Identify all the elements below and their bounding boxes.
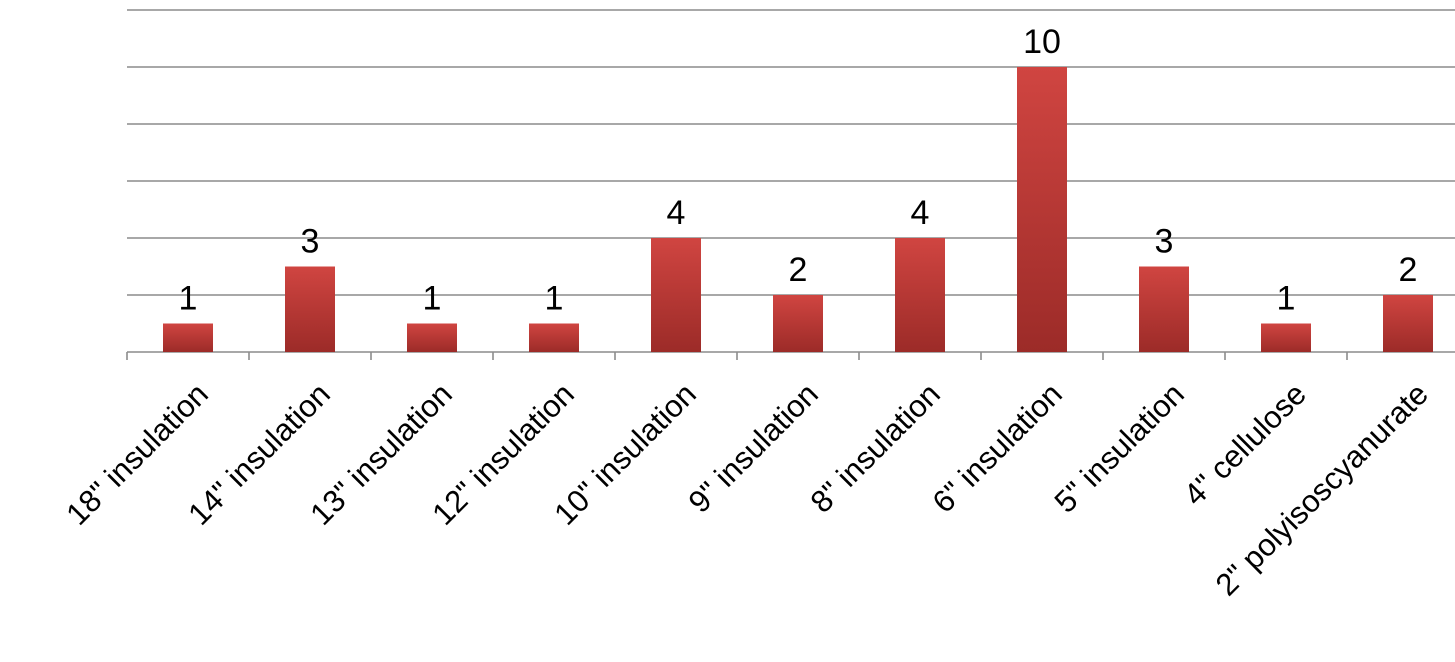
bar-value-label: 10 bbox=[1023, 23, 1061, 61]
x-axis-category-label: 6" insulation bbox=[926, 376, 1069, 519]
bar-value-label: 1 bbox=[423, 280, 442, 318]
gridlines bbox=[127, 9, 1455, 296]
bar-value-label: 1 bbox=[179, 280, 198, 318]
bar bbox=[1261, 323, 1311, 352]
bar bbox=[895, 238, 945, 352]
bar bbox=[407, 323, 457, 352]
bar bbox=[651, 238, 701, 352]
x-axis-category-label: 9" insulation bbox=[682, 376, 825, 519]
bar bbox=[1139, 266, 1189, 352]
bar bbox=[163, 323, 213, 352]
data-labels: 1 3 1 1 4 2 4 10 3 1 2 bbox=[179, 23, 1418, 318]
x-axis-category-label: 5" insulation bbox=[1048, 376, 1191, 519]
bar-value-label: 2 bbox=[1399, 251, 1418, 289]
x-axis-category-label: 4" cellulose bbox=[1177, 376, 1313, 512]
bar-value-label: 4 bbox=[667, 194, 686, 232]
bars bbox=[163, 67, 1433, 352]
bar bbox=[1017, 67, 1067, 352]
x-axis bbox=[126, 351, 1455, 360]
x-axis-category-label: 8" insulation bbox=[804, 376, 947, 519]
bar-value-label: 1 bbox=[1277, 280, 1296, 318]
x-axis-category-label: 2" polyisoscyanurate bbox=[1209, 376, 1435, 602]
bar bbox=[285, 266, 335, 352]
bar-value-label: 3 bbox=[301, 223, 320, 261]
bar-value-label: 2 bbox=[789, 251, 808, 289]
bar-value-label: 1 bbox=[545, 280, 564, 318]
bar-value-label: 4 bbox=[911, 194, 930, 232]
bar-value-label: 3 bbox=[1155, 223, 1174, 261]
bar bbox=[773, 295, 823, 352]
bar bbox=[529, 323, 579, 352]
bar bbox=[1383, 295, 1433, 352]
